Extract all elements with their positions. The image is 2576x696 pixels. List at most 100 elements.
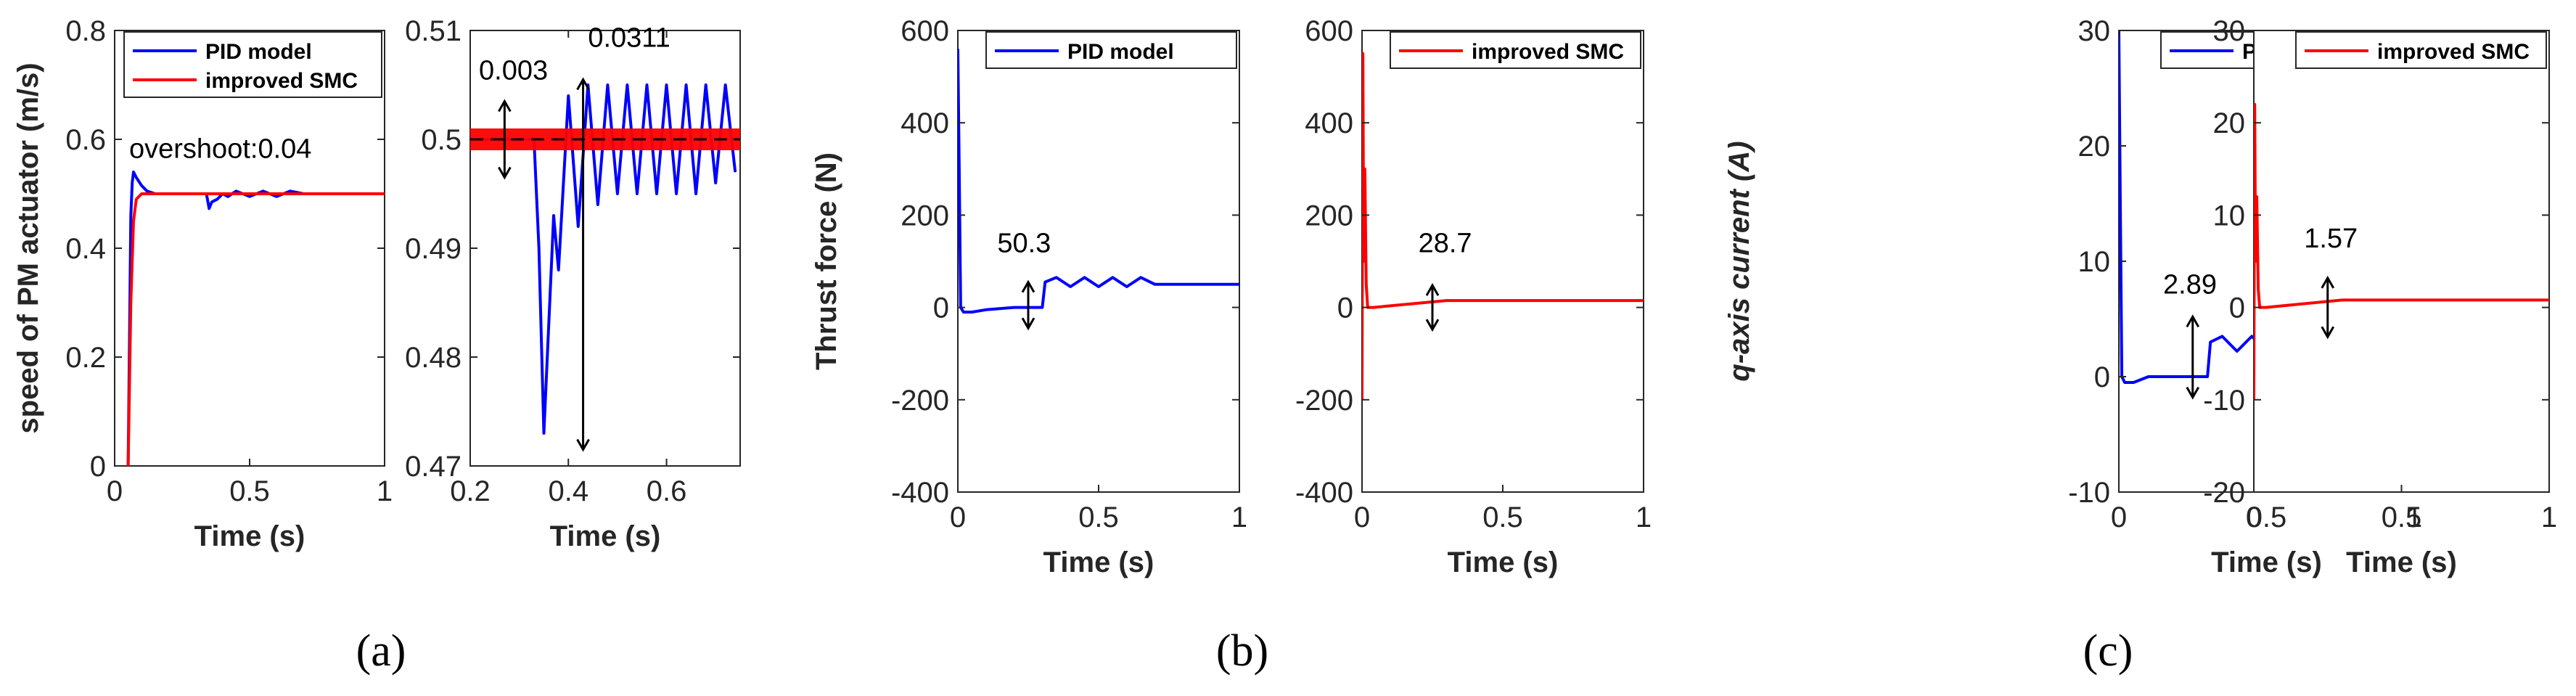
panel-label-a: (a) (356, 626, 406, 676)
y-tick-label: 600 (1305, 15, 1353, 47)
data-point (665, 84, 668, 86)
chart-4: 0 0.5 1 -400 -200 0 200 400 600 Time (s) improved … (1295, 15, 1652, 578)
x-tick-label: 1 (2406, 501, 2422, 533)
x-axis-label: Time (s) (550, 520, 661, 552)
x-tick-label: 0.5 (2382, 501, 2422, 533)
y-tick-label: 0 (933, 292, 949, 324)
arrow-157-head-bottom (2321, 326, 2335, 340)
y-tick-label: -200 (1295, 385, 1353, 417)
x-axis-label: Time (s) (1448, 546, 1559, 578)
y-axis-label: speed of PM actuator (m/s) (12, 62, 44, 433)
data-point (734, 171, 736, 173)
legend: PID model improved SMC (123, 31, 382, 98)
annotation-289: 2.89 (2163, 270, 2217, 300)
x-axis-label: Time (s) (2346, 546, 2457, 578)
data-point (597, 204, 599, 205)
data-point (567, 95, 569, 97)
chart-3: 0 0.5 1 -400 -200 0 200 400 600 Time (s) Thrust fo… (811, 15, 1247, 578)
data-point (2221, 335, 2223, 337)
data-point (133, 171, 134, 173)
data-point (553, 215, 554, 216)
y-tick-label: 0 (2229, 292, 2245, 324)
y-axis-label: q-axis current (A) (1723, 141, 1755, 381)
legend-label: improved SMC (2377, 40, 2530, 64)
plot-area (126, 171, 385, 466)
data-point (141, 185, 142, 187)
data-point (2265, 307, 2266, 308)
arrow-287-head-bottom (1425, 319, 1440, 332)
y-tick-label: 0.2 (65, 342, 106, 374)
data-point (1364, 168, 1366, 170)
legend-label: PID model (205, 40, 312, 64)
data-point (1098, 286, 1099, 287)
data-point (963, 311, 964, 313)
data-point (617, 193, 618, 195)
y-tick-label: -400 (891, 477, 949, 509)
y-tick-label: 200 (1305, 200, 1353, 232)
y-tick-label: 400 (1305, 107, 1353, 139)
y-tick-label: 0.5 (421, 124, 462, 156)
data-point (985, 309, 987, 311)
x-tick-label: 0.2 (450, 475, 491, 507)
data-point (2210, 341, 2211, 343)
data-point (656, 193, 657, 195)
data-point (235, 190, 237, 192)
annotation-503: 50.3 (997, 228, 1051, 258)
x-tick-label: 0 (1354, 501, 1370, 533)
data-point (1372, 307, 1374, 308)
data-point (384, 193, 385, 195)
legend-label: improved SMC (1472, 40, 1624, 64)
x-axis-label: Time (s) (2211, 546, 2322, 578)
axes-box (114, 30, 385, 467)
panel-label-b: (b) (1216, 626, 1268, 676)
data-point (2148, 376, 2149, 377)
y-tick-label: 400 (901, 107, 949, 139)
annotation-00311: 0.0311 (588, 23, 670, 54)
x-tick-label: 0.5 (1482, 501, 1523, 533)
x-tick-label: 0.6 (647, 475, 687, 507)
arrow-289-head-top (2186, 314, 2200, 328)
data-point (249, 196, 250, 197)
y-axis-label: Thrust force (N) (811, 152, 842, 370)
y-tick-label: -400 (1295, 477, 1353, 509)
x-tick-label: 0.5 (229, 475, 270, 507)
legend-label: PID model (1067, 40, 1174, 64)
legend: PID model (985, 31, 1237, 69)
arrow-289-head-bottom (2186, 386, 2200, 400)
data-point (636, 193, 638, 195)
legend: improved SMC (1390, 31, 1641, 69)
data-point (276, 196, 277, 197)
data-point (141, 193, 142, 195)
x-tick-label: 1 (1231, 501, 1247, 533)
data-point (227, 196, 229, 197)
x-tick-label: 0.4 (548, 475, 588, 507)
y-tick-label: 30 (2213, 15, 2246, 47)
x-tick-label: 0 (950, 501, 966, 533)
chart-2: 0.2 0.4 0.6 0.47 0.48 0.49 0.5 0.51 Time (s) 0.00… (405, 15, 741, 552)
legend-box (123, 31, 382, 98)
data-point (1112, 277, 1113, 278)
arrow-00311-head-top (576, 77, 590, 91)
data-point (2256, 196, 2257, 197)
data-point (2207, 376, 2208, 377)
data-point (1056, 277, 1057, 278)
data-point (725, 84, 726, 86)
y-tick-label: 10 (2213, 200, 2246, 232)
axes-box (1361, 30, 1644, 493)
data-point (1084, 277, 1086, 278)
data-point (558, 269, 559, 271)
x-axis-label: Time (s) (1043, 546, 1154, 578)
y-tick-label: 600 (901, 15, 949, 47)
x-tick-label: 1 (2541, 501, 2557, 533)
arrow-0003-head-bottom (498, 166, 512, 180)
data-point (607, 84, 608, 86)
y-tick-label: 200 (901, 200, 949, 232)
data-point (2257, 288, 2259, 290)
data-point (216, 198, 218, 200)
arrow-503-head-top (1021, 279, 1035, 293)
axes-box (2253, 30, 2550, 493)
data-point (715, 182, 716, 184)
x-tick-label: 0 (2246, 501, 2262, 533)
x-tick-label: 0.5 (2247, 501, 2287, 533)
